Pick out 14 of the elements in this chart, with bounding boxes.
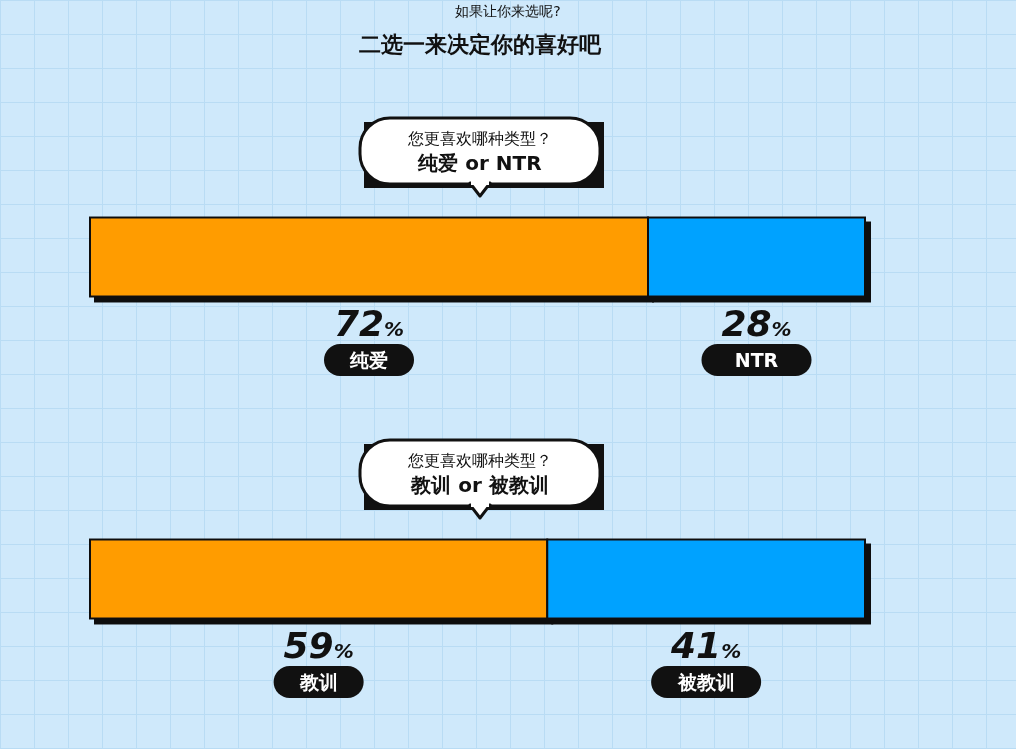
text: 二选一来决定你的喜好吧 [359, 32, 602, 57]
text: NTR [734, 349, 779, 371]
chart-title: 您更喜欢哪种类型？ [407, 129, 552, 148]
data-label: 28% [721, 303, 792, 344]
data-label: 41% [670, 625, 742, 666]
text: 如果让你来选呢? [455, 3, 561, 19]
chart-subtitle: 教训 or 被教训 [410, 473, 549, 497]
data-label: 72% [333, 303, 405, 344]
data-label: 59% [283, 625, 354, 666]
chart-title: 您更喜欢哪种类型？ [407, 451, 552, 470]
chart-subtitle: 纯爱 or NTR [417, 151, 542, 175]
text: 被教训 [676, 671, 735, 693]
text: 纯爱 [349, 349, 388, 371]
text: 教训 [298, 671, 338, 693]
